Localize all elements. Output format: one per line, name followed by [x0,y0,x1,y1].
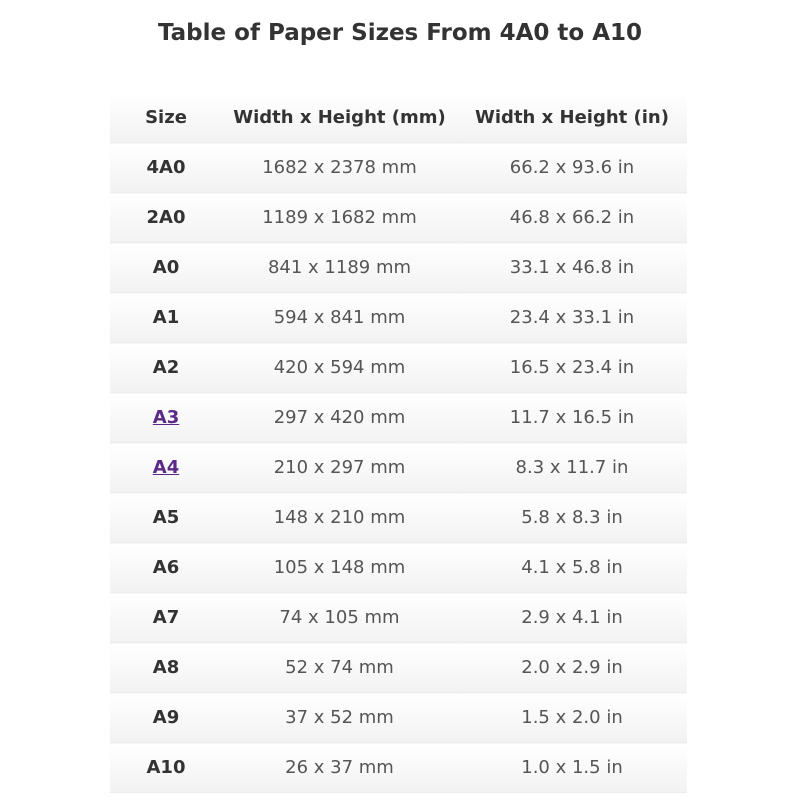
cell-mm: 105 x 148 mm [222,542,457,593]
cell-size[interactable]: A3 [110,392,222,443]
cell-size[interactable]: A4 [110,442,222,493]
cell-mm: 297 x 420 mm [222,392,457,443]
header-mm: Width x Height (mm) [222,93,457,143]
cell-size: 4A0 [110,142,222,193]
cell-in: 5.8 x 8.3 in [457,492,687,543]
header-in: Width x Height (in) [457,93,687,143]
cell-size: A10 [110,742,222,793]
cell-size: A8 [110,642,222,693]
cell-in: 1.0 x 1.5 in [457,742,687,793]
cell-in: 2.0 x 2.9 in [457,642,687,693]
cell-size: A2 [110,342,222,393]
cell-mm: 210 x 297 mm [222,442,457,493]
cell-size: A7 [110,592,222,643]
table-row: A7 74 x 105 mm 2.9 x 4.1 in [110,592,687,643]
cell-size: A1 [110,292,222,343]
cell-mm: 1189 x 1682 mm [222,192,457,243]
cell-size: A0 [110,242,222,293]
cell-size: 2A0 [110,192,222,243]
cell-mm: 52 x 74 mm [222,642,457,693]
header-size: Size [110,93,222,143]
cell-mm: 420 x 594 mm [222,342,457,393]
cell-in: 4.1 x 5.8 in [457,542,687,593]
table-row: A10 26 x 37 mm 1.0 x 1.5 in [110,742,687,793]
cell-in: 1.5 x 2.0 in [457,692,687,743]
table-row: A2 420 x 594 mm 16.5 x 23.4 in [110,342,687,393]
cell-size: A9 [110,692,222,743]
size-link-a3[interactable]: A3 [152,407,180,428]
table-row: A3 297 x 420 mm 11.7 x 16.5 in [110,392,687,443]
cell-in: 66.2 x 93.6 in [457,142,687,193]
cell-mm: 148 x 210 mm [222,492,457,543]
table-row: A6 105 x 148 mm 4.1 x 5.8 in [110,542,687,593]
cell-mm: 26 x 37 mm [222,742,457,793]
table-row: A8 52 x 74 mm 2.0 x 2.9 in [110,642,687,693]
cell-in: 16.5 x 23.4 in [457,342,687,393]
size-link-a4[interactable]: A4 [152,457,180,478]
cell-size: A6 [110,542,222,593]
table-header-row: Size Width x Height (mm) Width x Height … [110,93,687,143]
cell-mm: 594 x 841 mm [222,292,457,343]
table-row: A9 37 x 52 mm 1.5 x 2.0 in [110,692,687,743]
cell-in: 2.9 x 4.1 in [457,592,687,643]
cell-size: A5 [110,492,222,543]
paper-sizes-table: Size Width x Height (mm) Width x Height … [110,93,687,793]
cell-in: 33.1 x 46.8 in [457,242,687,293]
table-row: A4 210 x 297 mm 8.3 x 11.7 in [110,442,687,493]
cell-in: 8.3 x 11.7 in [457,442,687,493]
table-row: A0 841 x 1189 mm 33.1 x 46.8 in [110,242,687,293]
cell-in: 11.7 x 16.5 in [457,392,687,443]
cell-in: 46.8 x 66.2 in [457,192,687,243]
table-row: A1 594 x 841 mm 23.4 x 33.1 in [110,292,687,343]
table-row: 2A0 1189 x 1682 mm 46.8 x 66.2 in [110,192,687,243]
cell-mm: 74 x 105 mm [222,592,457,643]
table-row: A5 148 x 210 mm 5.8 x 8.3 in [110,492,687,543]
cell-mm: 1682 x 2378 mm [222,142,457,193]
page-title: Table of Paper Sizes From 4A0 to A10 [157,20,643,46]
cell-in: 23.4 x 33.1 in [457,292,687,343]
table-row: 4A0 1682 x 2378 mm 66.2 x 93.6 in [110,142,687,193]
cell-mm: 841 x 1189 mm [222,242,457,293]
cell-mm: 37 x 52 mm [222,692,457,743]
